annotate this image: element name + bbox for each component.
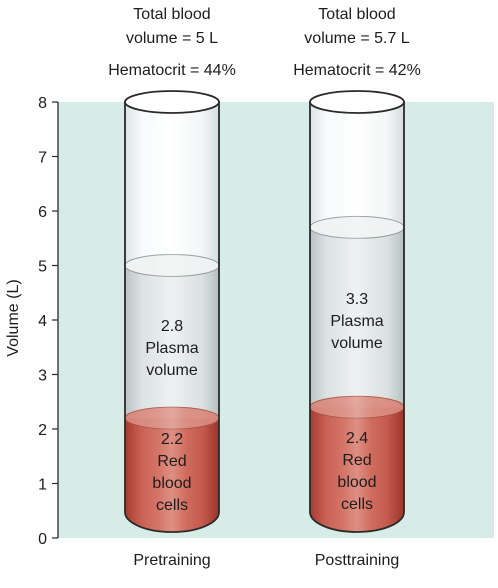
red-blood-cells-value-label: 2.4	[346, 430, 368, 447]
plasma-value-label: 2.8	[161, 318, 183, 335]
tube-rim	[124, 90, 220, 114]
y-tick-label: 3	[38, 368, 47, 385]
red-blood-cells-label: cells	[341, 496, 373, 513]
y-tick-label: 6	[38, 204, 47, 221]
y-tick-label: 7	[38, 150, 47, 167]
x-category-label: Posttraining	[315, 552, 400, 569]
plot-background	[58, 102, 494, 538]
y-tick-label: 1	[38, 477, 47, 494]
y-tick-label: 8	[38, 95, 47, 112]
total-blood-volume-label: Total blood	[133, 6, 210, 23]
tube-posttraining: Total blood volume = 5.7 L Hematocrit = 42…	[293, 6, 421, 569]
total-blood-volume-label: Total blood	[318, 6, 395, 23]
plasma-label: volume	[146, 362, 198, 379]
y-tick-label: 5	[38, 259, 47, 276]
red-blood-cells-label: blood	[337, 474, 376, 491]
tube-pretraining: Total blood volume = 5 L Hematocrit = 44% 2…	[108, 6, 236, 569]
plasma-label: Plasma	[330, 313, 383, 330]
hematocrit-label: Hematocrit = 44%	[108, 62, 236, 79]
y-tick-label: 0	[38, 531, 47, 548]
tube-shine	[125, 102, 219, 532]
red-blood-cells-label: Red	[157, 453, 186, 470]
total-blood-volume-label: volume = 5 L	[126, 30, 218, 47]
plasma-label: Plasma	[145, 340, 198, 357]
red-blood-cells-label: blood	[152, 475, 191, 492]
red-blood-cells-label: Red	[342, 452, 371, 469]
tube-outline	[309, 101, 405, 533]
y-tick-label: 2	[38, 422, 47, 439]
red-blood-cells-value-label: 2.2	[161, 431, 183, 448]
tube-outline	[124, 101, 220, 533]
hematocrit-label: Hematocrit = 42%	[293, 62, 421, 79]
chart-root: 0 1 2 3 4 5 6 7 8 Volume (L) Total blood volume = 5…	[5, 6, 494, 569]
tube-rim	[309, 90, 405, 114]
y-axis-title: Volume (L)	[5, 279, 22, 356]
tube-shine	[310, 102, 404, 532]
total-blood-volume-label: volume = 5.7 L	[304, 30, 410, 47]
y-tick-label: 4	[38, 313, 47, 330]
x-category-label: Pretraining	[133, 552, 210, 569]
plasma-label: volume	[331, 335, 383, 352]
red-blood-cells-label: cells	[156, 497, 188, 514]
y-axis: 0 1 2 3 4 5 6 7 8 Volume (L)	[5, 95, 59, 548]
plasma-value-label: 3.3	[346, 291, 368, 308]
